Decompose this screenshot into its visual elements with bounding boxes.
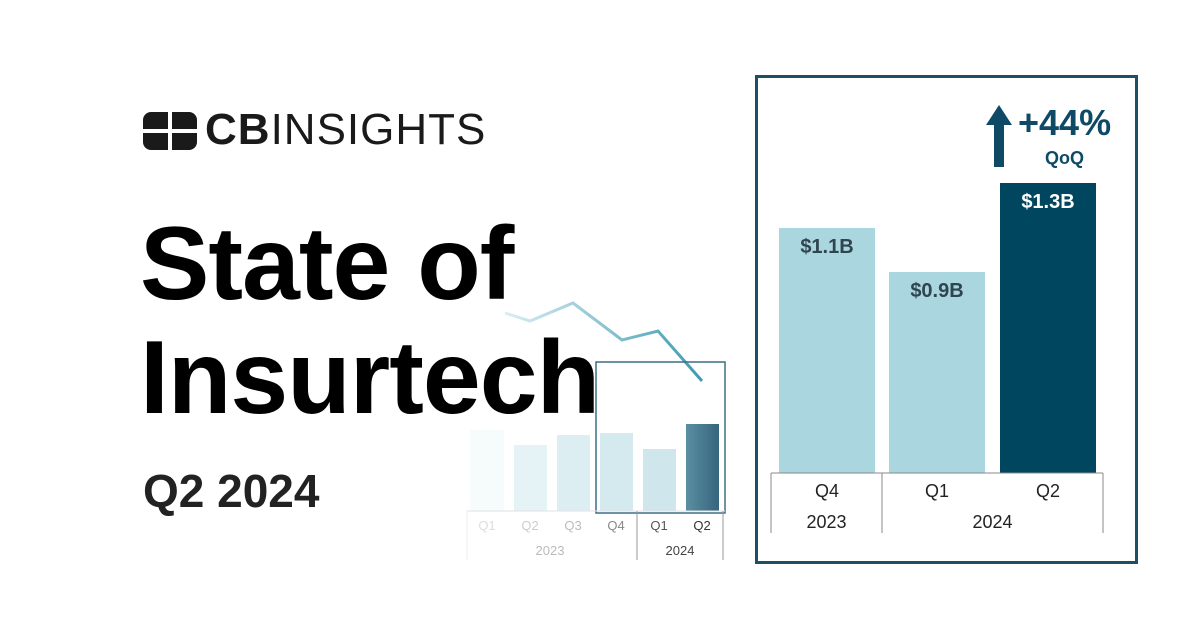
bg-bar bbox=[470, 430, 504, 511]
cb-insights-logo-icon bbox=[143, 112, 197, 150]
bg-axis-label: Q1 bbox=[478, 518, 496, 533]
x-year-label: 2024 bbox=[972, 512, 1013, 532]
x-tick-label: Q4 bbox=[814, 481, 839, 501]
page-title-line2: Insurtech bbox=[140, 320, 600, 436]
bg-bar bbox=[557, 435, 590, 511]
bg-year-label: 2024 bbox=[665, 543, 695, 558]
bg-axis-label: Q1 bbox=[650, 518, 668, 533]
page-title-line1: State of bbox=[140, 206, 514, 322]
bar-q2: $1.3B bbox=[1000, 183, 1096, 473]
growth-period: QoQ bbox=[1045, 148, 1084, 168]
bg-bar bbox=[514, 445, 547, 511]
x-tick-label: Q1 bbox=[924, 481, 949, 501]
bg-year-label: 2023 bbox=[535, 543, 565, 558]
arrow-up-icon bbox=[986, 105, 1012, 167]
x-year-label: 2023 bbox=[806, 512, 847, 532]
bar-q4: $1.1B bbox=[779, 227, 875, 473]
bg-axis-label: Q2 bbox=[521, 518, 539, 533]
bar-q1: $0.9B bbox=[889, 272, 985, 473]
bg-bar bbox=[686, 424, 719, 511]
bg-axis-label: Q4 bbox=[607, 518, 625, 533]
x-tick-label: Q2 bbox=[1035, 481, 1060, 501]
growth-percent: +44% bbox=[1018, 102, 1112, 143]
bg-highlight-frame bbox=[595, 361, 726, 514]
chart-frame bbox=[755, 75, 1138, 564]
bg-bar bbox=[643, 449, 676, 511]
bg-trend-line bbox=[504, 301, 704, 382]
data-label: $1.1B bbox=[800, 235, 854, 258]
bg-axis-label: Q3 bbox=[564, 518, 582, 533]
bg-axis-label: Q2 bbox=[693, 518, 711, 533]
data-label: $1.3B bbox=[1021, 191, 1075, 213]
page-subtitle: Q2 2024 bbox=[143, 465, 320, 517]
brand-logo-text: CBINSIGHTS bbox=[205, 105, 487, 154]
data-label: $0.9B bbox=[910, 280, 964, 303]
bg-bar bbox=[600, 433, 633, 511]
